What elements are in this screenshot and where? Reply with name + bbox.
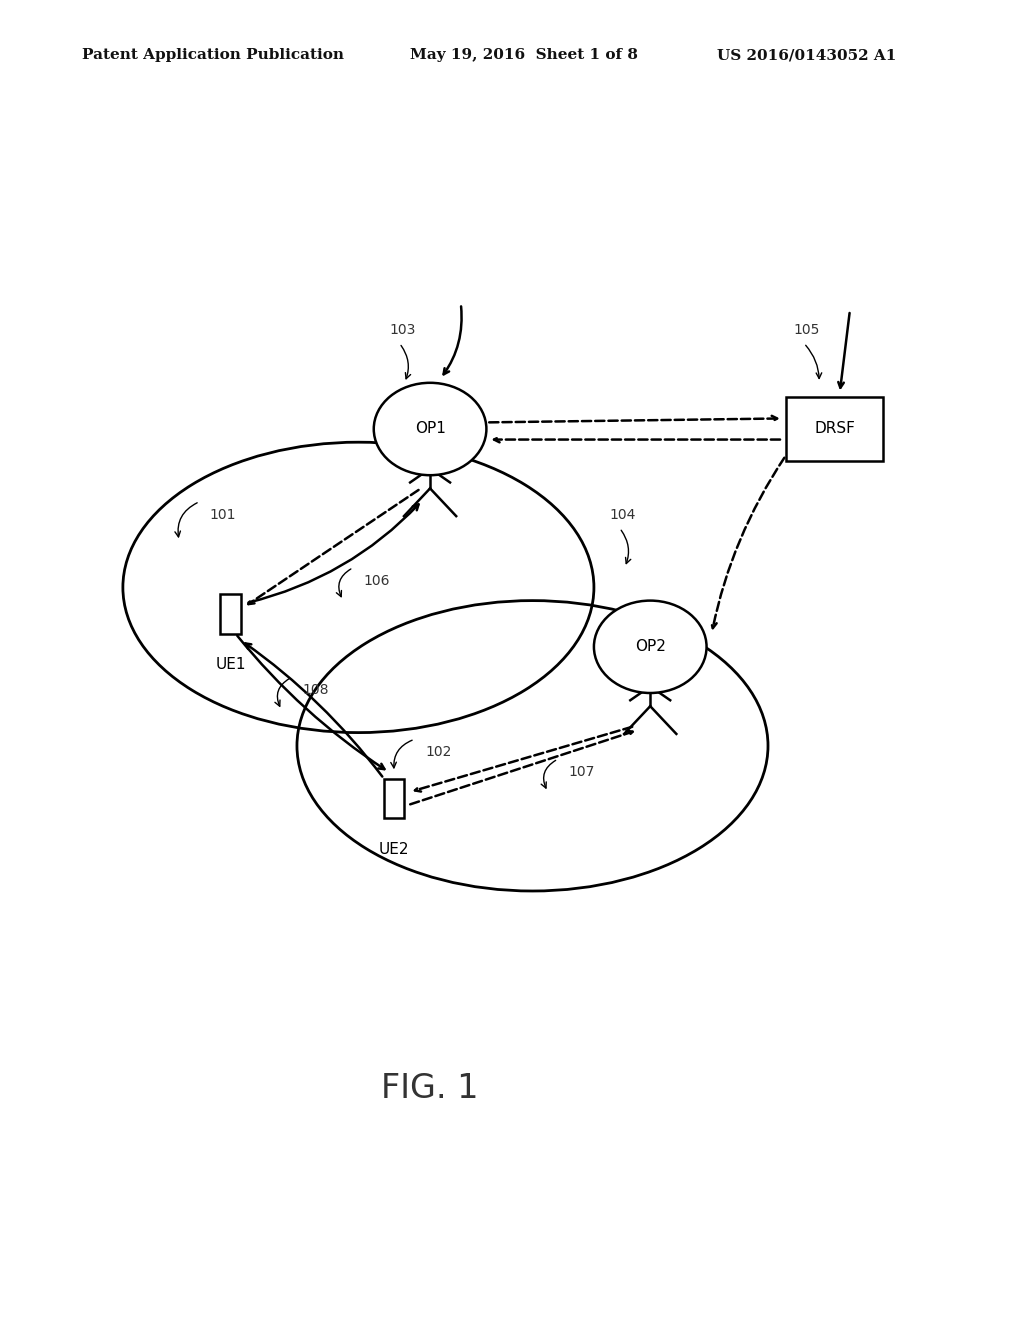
Text: DRSF: DRSF [814, 421, 855, 437]
FancyBboxPatch shape [786, 397, 883, 461]
Text: FIG. 1: FIG. 1 [381, 1072, 479, 1106]
Text: 105: 105 [794, 323, 820, 337]
Text: 106: 106 [364, 574, 390, 587]
Ellipse shape [374, 383, 486, 475]
Text: US 2016/0143052 A1: US 2016/0143052 A1 [717, 49, 896, 62]
Ellipse shape [594, 601, 707, 693]
FancyBboxPatch shape [220, 594, 241, 634]
Text: 107: 107 [568, 766, 595, 779]
Text: OP1: OP1 [415, 421, 445, 437]
Text: UE2: UE2 [379, 842, 410, 857]
Text: UE1: UE1 [215, 657, 246, 672]
Text: 101: 101 [210, 508, 237, 521]
Text: 103: 103 [389, 323, 416, 337]
FancyBboxPatch shape [384, 779, 404, 818]
Text: 102: 102 [425, 746, 452, 759]
Text: Patent Application Publication: Patent Application Publication [82, 49, 344, 62]
Text: OP2: OP2 [635, 639, 666, 655]
Text: May 19, 2016  Sheet 1 of 8: May 19, 2016 Sheet 1 of 8 [410, 49, 638, 62]
Text: 108: 108 [302, 684, 329, 697]
Text: 104: 104 [609, 508, 636, 521]
